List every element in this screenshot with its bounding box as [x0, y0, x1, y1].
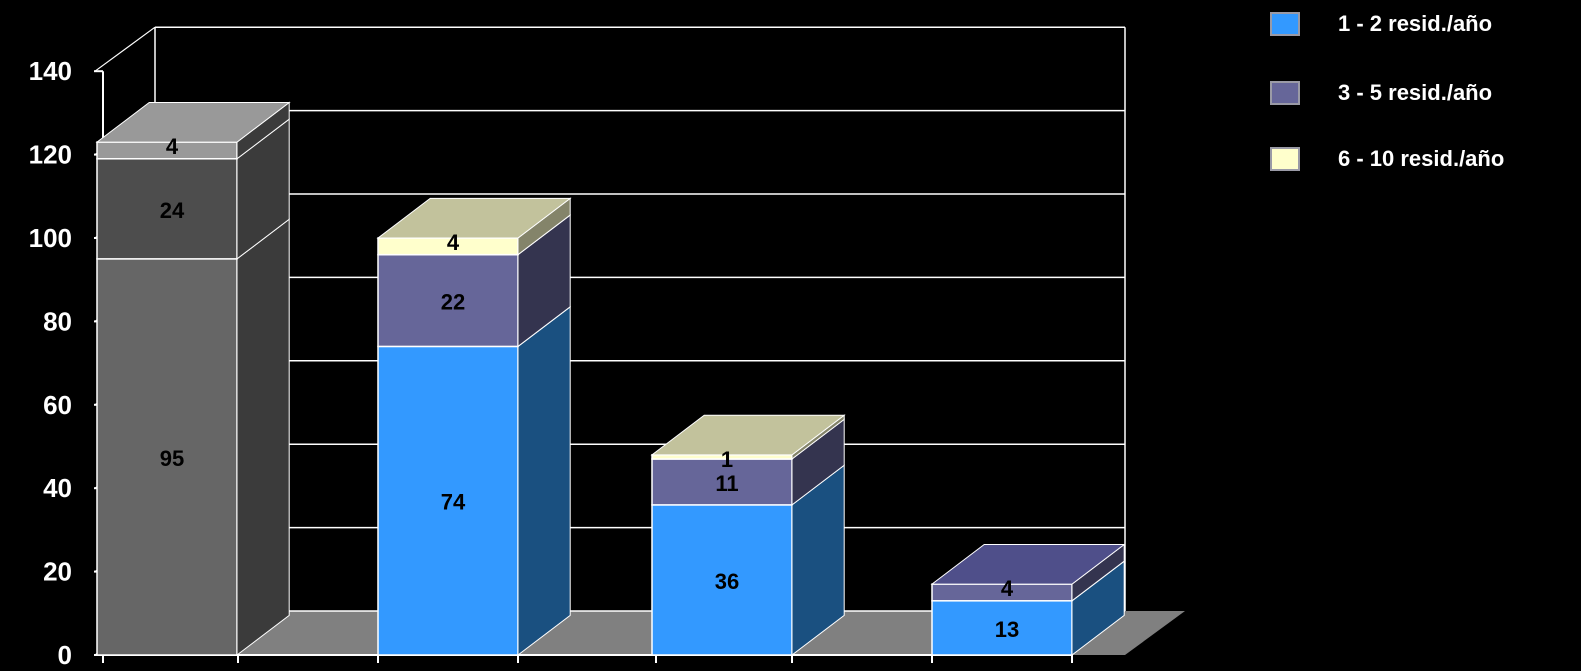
- bar-side: [236, 218, 290, 657]
- side-wall-line: [94, 26, 156, 72]
- legend-swatch-1-2: [1270, 12, 1300, 36]
- legend-label-6-10: 6 - 10 resid./año: [1338, 146, 1505, 171]
- data-label: 4: [1001, 576, 1014, 601]
- bar-top: [650, 414, 846, 456]
- y-tick-label: 140: [29, 56, 72, 86]
- y-tick-label: 20: [43, 557, 72, 587]
- y-tick-label: 100: [29, 223, 72, 253]
- bar-top: [376, 197, 572, 239]
- legend-label-3-5: 3 - 5 resid./año: [1338, 80, 1493, 105]
- data-label: 74: [441, 490, 466, 515]
- legend-swatch-6-10: [1270, 147, 1300, 171]
- bar-1: 95 24 4: [95, 101, 291, 657]
- bar-top: [930, 544, 1126, 585]
- bar-segment: [377, 345, 519, 656]
- data-label: 95: [160, 446, 184, 471]
- back-gridlines: [154, 26, 1126, 612]
- y-tick-label: 80: [43, 306, 72, 336]
- bar-segment: [96, 158, 238, 260]
- data-label: 13: [995, 617, 1019, 642]
- y-tick-label: 0: [58, 640, 72, 670]
- y-tick-label: 60: [43, 390, 72, 420]
- y-tick-label: 40: [43, 473, 72, 503]
- bar-segment: [96, 258, 238, 656]
- data-label: 4: [166, 134, 179, 159]
- bar-2: 74 22 4: [376, 197, 572, 657]
- data-label: 1: [721, 447, 733, 472]
- data-label: 11: [715, 471, 738, 496]
- legend-label-1-2: 1 - 2 resid./año: [1338, 11, 1493, 36]
- chart-floor: [95, 611, 1185, 655]
- data-label: 4: [447, 230, 460, 255]
- data-label: 22: [441, 290, 465, 315]
- bar-top: [95, 101, 291, 143]
- legend-swatch-3-5: [1270, 81, 1300, 105]
- y-tick-labels: 0 20 40 60 80 100 120 140: [29, 56, 103, 670]
- bar-3: 36 111: [650, 414, 846, 657]
- bar-4: 13 4: [930, 543, 1126, 657]
- data-label: 36: [715, 569, 739, 594]
- bar-side: [517, 305, 571, 657]
- bar-segment: [651, 504, 793, 656]
- y-tick-label: 120: [29, 140, 72, 170]
- data-label: 24: [160, 198, 185, 223]
